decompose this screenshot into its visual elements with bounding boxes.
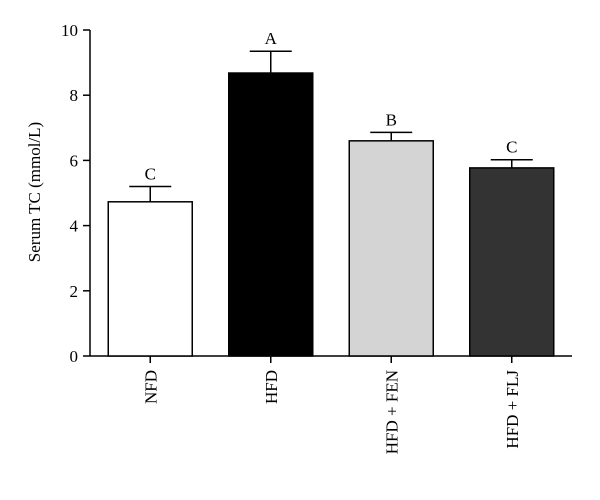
bar: [348, 140, 434, 357]
bars: [107, 72, 555, 357]
bar: [228, 72, 314, 357]
significance-labels: C A B C: [145, 29, 518, 183]
x-category-label: HFD + FEN: [382, 370, 401, 454]
y-tick-label: 2: [70, 282, 79, 301]
significance-label: C: [506, 138, 517, 157]
x-category-label: NFD: [141, 370, 160, 404]
significance-label: C: [145, 164, 156, 183]
x-category-label: HFD + FLJ: [503, 370, 522, 449]
significance-label: B: [386, 110, 397, 129]
bar: [107, 201, 193, 357]
bar: [469, 167, 555, 357]
y-tick-label: 10: [61, 21, 78, 40]
x-ticks: NFD HFD HFD + FEN HFD + FLJ: [141, 356, 522, 454]
y-axis-title: Serum TC (mmol/L): [25, 122, 44, 262]
y-tick-label: 8: [70, 86, 79, 105]
x-category-label: HFD: [262, 370, 281, 404]
significance-label: A: [265, 29, 278, 48]
y-tick-label: 0: [70, 347, 79, 366]
y-tick-label: 6: [70, 151, 79, 170]
y-tick-label: 4: [70, 217, 79, 236]
error-bars: [129, 50, 533, 202]
y-ticks: 0 2 4 6 8 10: [61, 21, 90, 366]
